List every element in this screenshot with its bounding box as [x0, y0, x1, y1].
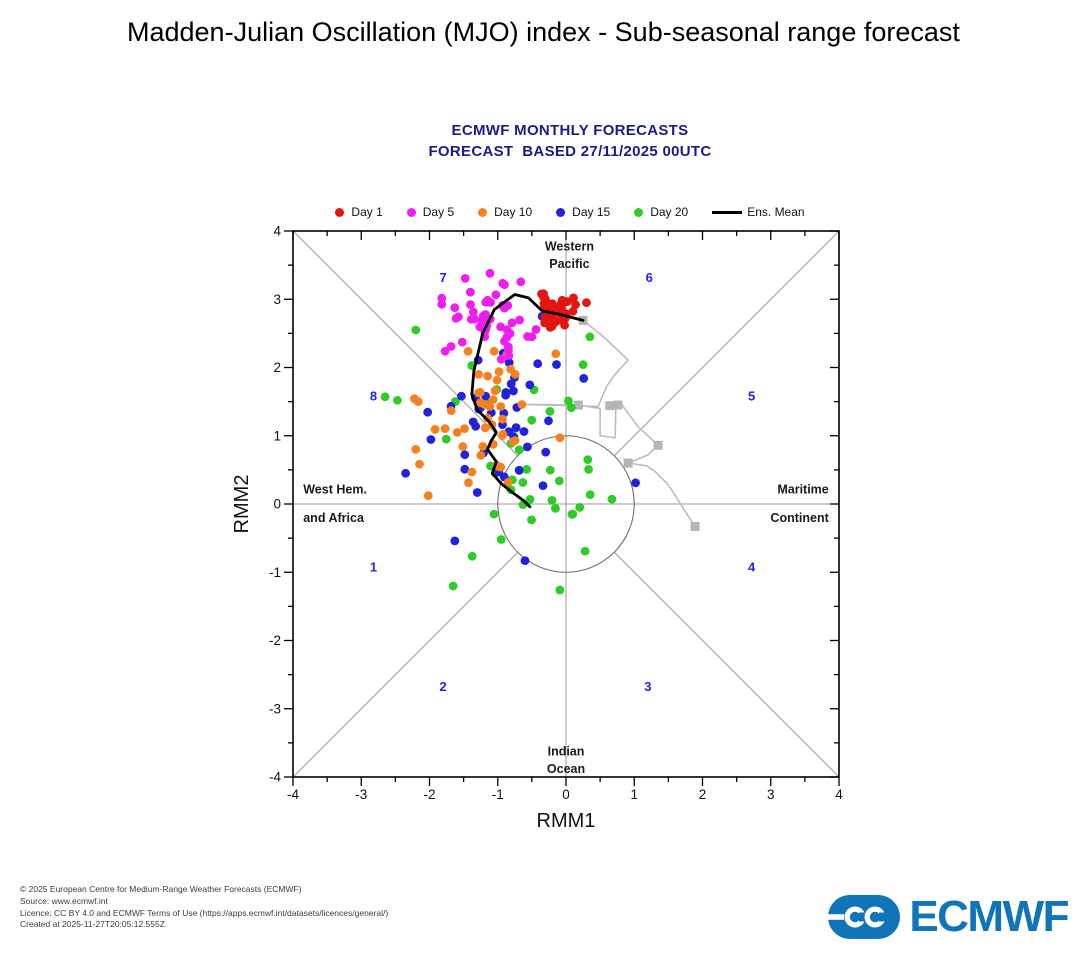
- page-title: Madden-Julian Oscillation (MJO) index - …: [127, 17, 960, 47]
- mjo-figure: ECMWF MONTHLY FORECASTS FORECAST BASED 2…: [230, 110, 910, 850]
- scatter-day-10: [410, 346, 565, 501]
- legend-dot-icon: [556, 207, 566, 217]
- region-label-indian-ocean: Ocean: [547, 762, 585, 776]
- scatter-day-1: [537, 289, 591, 332]
- legend-item-day-15: Day 15: [556, 205, 610, 219]
- y-tick-label: 3: [273, 292, 281, 307]
- x-axis-title: RMM1: [537, 810, 596, 832]
- legend-ens-mean-line-icon: [712, 210, 743, 214]
- y-axis-title: RMM2: [231, 475, 253, 534]
- legend-item-day-20: Day 20: [634, 205, 688, 219]
- phase-label-1: 1: [370, 559, 377, 574]
- unit-circle: [497, 435, 635, 573]
- y-tick-label: 1: [273, 428, 281, 443]
- observed-square-marker: [653, 440, 663, 450]
- x-tick-label: -3: [355, 787, 367, 802]
- x-tick-label: 3: [767, 787, 775, 802]
- legend-item-day-5: Day 5: [406, 205, 455, 219]
- x-tick-label: -4: [287, 787, 299, 802]
- phase-label-7: 7: [440, 270, 447, 285]
- chart-title: ECMWF MONTHLY FORECASTS: [451, 122, 689, 139]
- legend-dot-icon: [335, 207, 345, 217]
- axis-ticks: [284, 230, 840, 786]
- y-tick-label: -4: [269, 770, 281, 785]
- legend-dot-icon: [406, 207, 416, 217]
- legend-label: Ens. Mean: [747, 205, 805, 219]
- x-tick-label: 4: [835, 787, 843, 802]
- x-tick-label: -2: [423, 787, 435, 802]
- legend-item-ens-mean: Ens. Mean: [712, 205, 805, 219]
- legend-item-day-10: Day 10: [478, 205, 532, 219]
- chart-subtitle: FORECAST BASED 27/11/2025 00UTC: [428, 143, 712, 160]
- region-label-western-pacific: Western: [545, 239, 594, 253]
- legend-dot-icon: [478, 207, 488, 217]
- region-label-western-pacific: Pacific: [549, 257, 589, 271]
- footer-licence: Licence: CC BY 4.0 and ECMWF Terms of Us…: [20, 907, 389, 918]
- region-label-maritime-continent: Maritime: [777, 482, 828, 496]
- phase-label-2: 2: [440, 679, 447, 694]
- region-label-west-hem-africa: and Africa: [303, 511, 365, 525]
- region-label-indian-ocean: Indian: [548, 744, 585, 758]
- y-tick-label: 0: [273, 497, 281, 512]
- y-tick-label: -2: [269, 633, 281, 648]
- tick-labels: -4 -4 -3 -3 -2 -2 -1 -1 0 0 1 1 2 2 3 3 4 4: [269, 224, 843, 802]
- phase-label-6: 6: [646, 270, 653, 285]
- footer-copyright: © 2025 European Centre for Medium-Range …: [20, 884, 302, 894]
- legend-item-day-1: Day 1: [335, 205, 383, 219]
- scatter-day-15: [401, 311, 640, 565]
- phase-label-4: 4: [748, 559, 756, 574]
- phase-diagram-svg: 1 2 3 4 5 6 7 8 Western Pacific Indian Ocean West He…: [231, 224, 843, 832]
- observed-square-marker: [573, 400, 583, 410]
- footer-source: Source: www.ecmwf.int: [20, 895, 108, 906]
- region-labels: Western Pacific Indian Ocean West Hem. and Af…: [303, 239, 829, 776]
- legend-dot-icon: [634, 207, 644, 217]
- ens-mean-line: [470, 293, 585, 509]
- observed-square-marker: [690, 522, 700, 532]
- y-tick-label: -3: [269, 701, 281, 716]
- region-label-maritime-continent: Continent: [770, 511, 829, 525]
- footer-credits: © 2025 European Centre for Medium-Range …: [20, 884, 388, 931]
- legend-label: Day 1: [351, 205, 383, 219]
- x-tick-label: -1: [492, 787, 504, 802]
- observed-square-marker: [613, 400, 623, 410]
- observed-square-marker: [605, 401, 615, 411]
- y-tick-label: 2: [273, 360, 281, 375]
- phase-numbers: 1 2 3 4 5 6 7 8: [370, 270, 756, 694]
- ecmwf-logo: ECMWF: [827, 892, 1069, 942]
- legend-label: Day 10: [494, 205, 533, 219]
- x-tick-label: 2: [699, 787, 707, 802]
- region-label-west-hem-africa: West Hem.: [303, 482, 367, 496]
- legend-label: Day 5: [422, 205, 455, 219]
- observed-square-marker: [623, 458, 633, 468]
- x-tick-label: 1: [630, 787, 638, 802]
- footer-created-at: Created at 2025-11-27T20:05:12.555Z: [20, 919, 165, 930]
- phase-label-3: 3: [644, 679, 651, 694]
- scatter-day-20: [380, 325, 617, 595]
- y-tick-label: 4: [273, 224, 281, 239]
- legend-label: Day 20: [650, 205, 689, 219]
- phase-diagram: 1 2 3 4 5 6 7 8 Western Pacific Indian Ocean West He…: [230, 224, 910, 844]
- phase-label-8: 8: [370, 389, 377, 404]
- legend-label: Day 15: [572, 205, 611, 219]
- ecmwf-logo-icon: [827, 895, 901, 939]
- y-tick-label: -1: [269, 565, 281, 580]
- scatter-day-5: [437, 268, 541, 364]
- legend: Day 1 Day 5 Day 10 Day 15 Day 20 Ens. Mean: [230, 205, 910, 219]
- ecmwf-logo-text: ECMWF: [909, 892, 1069, 941]
- phase-label-5: 5: [748, 389, 755, 404]
- x-tick-label: 0: [562, 787, 570, 802]
